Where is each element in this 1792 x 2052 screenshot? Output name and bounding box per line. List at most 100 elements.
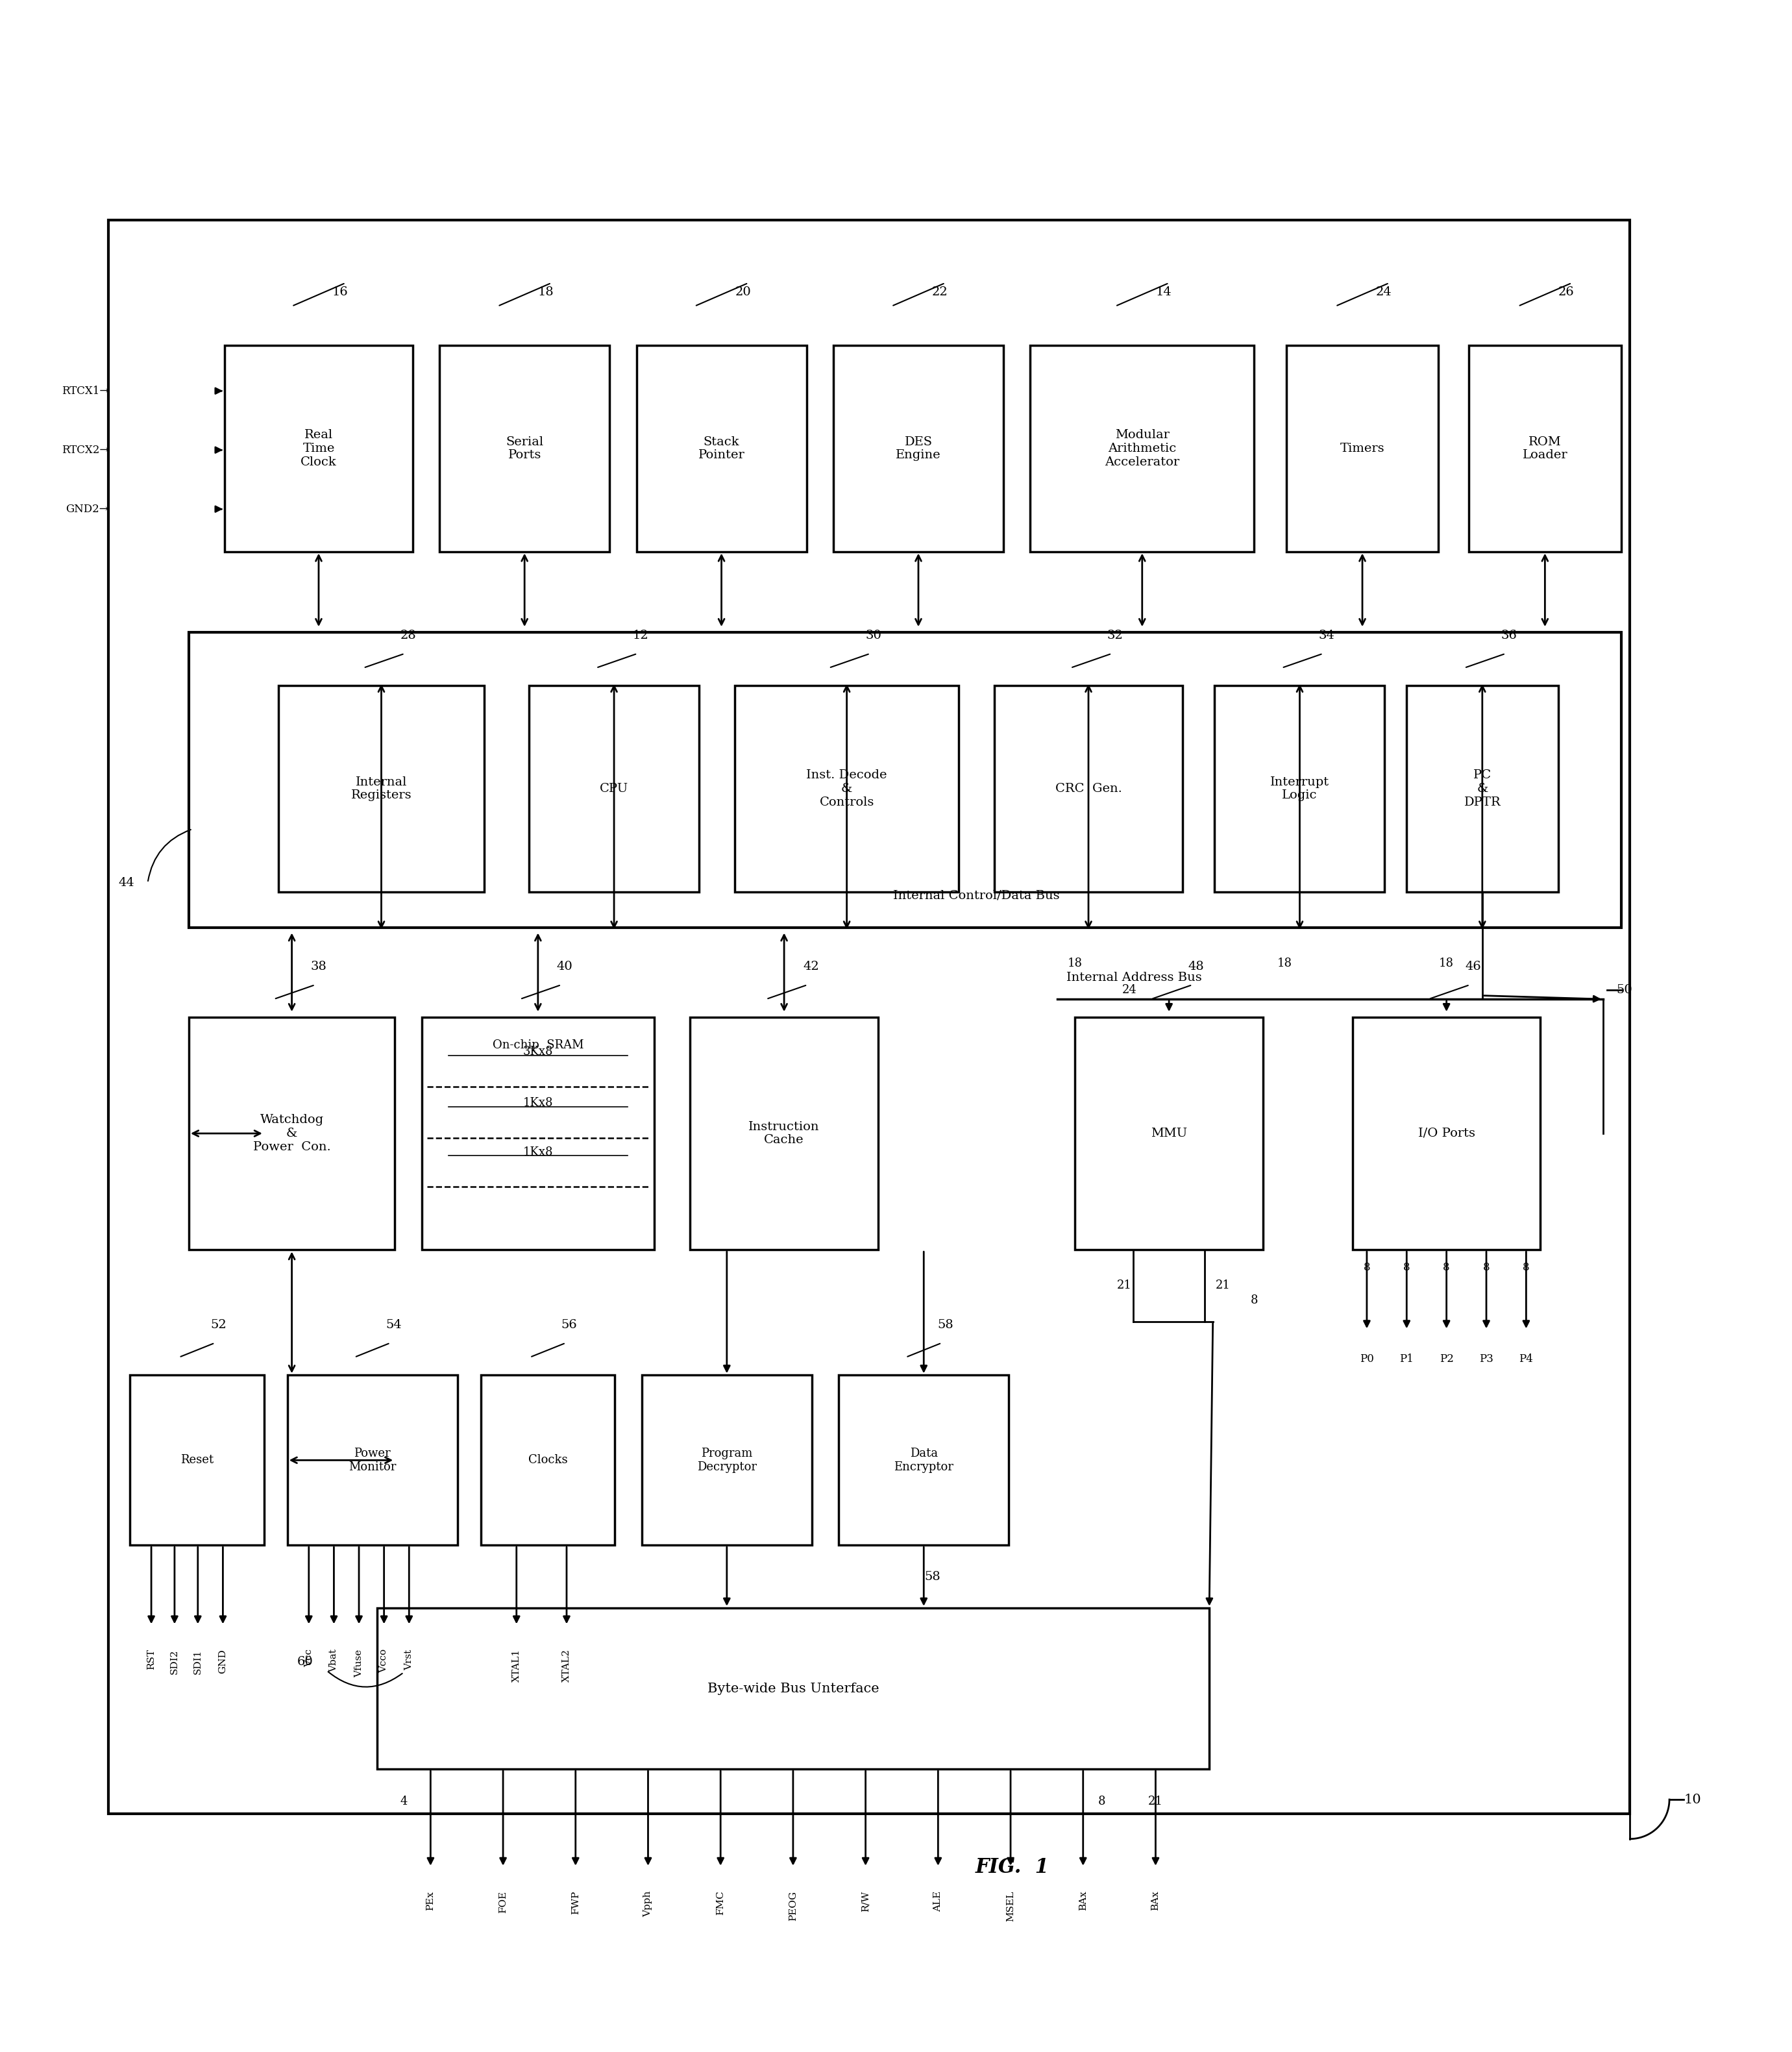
Text: Instruction
Cache: Instruction Cache bbox=[749, 1120, 819, 1145]
Text: 26: 26 bbox=[1559, 285, 1575, 298]
Text: 8: 8 bbox=[1098, 1796, 1106, 1808]
Text: CRC  Gen.: CRC Gen. bbox=[1055, 784, 1122, 794]
Text: 36: 36 bbox=[1502, 630, 1518, 642]
Text: Internal Control/Data Bus: Internal Control/Data Bus bbox=[892, 889, 1059, 901]
Text: PC
&
DPTR: PC & DPTR bbox=[1464, 770, 1500, 808]
Bar bbox=[735, 685, 959, 893]
Text: 18: 18 bbox=[538, 285, 554, 298]
Text: RST: RST bbox=[147, 1650, 156, 1670]
Bar bbox=[480, 1375, 615, 1545]
Text: 46: 46 bbox=[1466, 960, 1482, 973]
Text: Internal
Registers: Internal Registers bbox=[351, 776, 412, 802]
Text: MSEL: MSEL bbox=[1005, 1890, 1014, 1921]
Text: MMU: MMU bbox=[1150, 1129, 1188, 1139]
Text: Vpph: Vpph bbox=[643, 1890, 652, 1917]
Text: 40: 40 bbox=[557, 960, 573, 973]
Text: 21: 21 bbox=[1149, 1796, 1163, 1808]
Text: RTCX2→: RTCX2→ bbox=[61, 445, 108, 456]
Bar bbox=[1353, 1018, 1541, 1250]
Text: Data
Encryptor: Data Encryptor bbox=[894, 1447, 953, 1473]
Text: 14: 14 bbox=[1156, 285, 1172, 298]
Text: 21: 21 bbox=[1215, 1280, 1229, 1291]
Text: Stack
Pointer: Stack Pointer bbox=[699, 435, 745, 462]
Text: CPU: CPU bbox=[600, 784, 629, 794]
Text: BAx: BAx bbox=[1150, 1890, 1159, 1910]
Text: 8: 8 bbox=[1482, 1262, 1489, 1272]
Text: 24: 24 bbox=[1122, 985, 1136, 995]
Text: 42: 42 bbox=[803, 960, 819, 973]
Text: 30: 30 bbox=[866, 630, 882, 642]
Bar bbox=[421, 1018, 654, 1250]
Text: Timers: Timers bbox=[1340, 443, 1385, 453]
Text: GND: GND bbox=[219, 1650, 228, 1674]
Text: 58: 58 bbox=[925, 1570, 941, 1582]
Text: ROM
Loader: ROM Loader bbox=[1523, 435, 1568, 462]
Text: 8: 8 bbox=[1364, 1262, 1371, 1272]
Text: 18: 18 bbox=[1278, 958, 1292, 969]
Text: 20: 20 bbox=[735, 285, 751, 298]
Text: 8: 8 bbox=[1523, 1262, 1530, 1272]
Text: PEx: PEx bbox=[426, 1890, 435, 1910]
Text: SDI1: SDI1 bbox=[194, 1650, 202, 1674]
Text: 56: 56 bbox=[561, 1319, 577, 1332]
Text: 16: 16 bbox=[332, 285, 348, 298]
Bar bbox=[1075, 1018, 1263, 1250]
Text: DES
Engine: DES Engine bbox=[896, 435, 941, 462]
Bar bbox=[439, 345, 609, 552]
Text: 38: 38 bbox=[310, 960, 326, 973]
Bar bbox=[188, 632, 1622, 928]
Text: Vfuse: Vfuse bbox=[355, 1650, 364, 1676]
Bar bbox=[376, 1609, 1210, 1769]
Bar bbox=[287, 1375, 457, 1545]
Text: 32: 32 bbox=[1107, 630, 1124, 642]
Text: 3Kx8: 3Kx8 bbox=[523, 1047, 554, 1057]
Bar bbox=[690, 1018, 878, 1250]
Bar bbox=[188, 1018, 394, 1250]
Bar bbox=[1407, 685, 1559, 893]
Text: P1: P1 bbox=[1400, 1354, 1414, 1365]
Bar bbox=[833, 345, 1004, 552]
Text: RTCX1→: RTCX1→ bbox=[61, 386, 108, 396]
Text: Real
Time
Clock: Real Time Clock bbox=[301, 429, 337, 468]
Text: 10: 10 bbox=[1684, 1793, 1701, 1806]
Text: 8: 8 bbox=[1443, 1262, 1450, 1272]
Bar bbox=[529, 685, 699, 893]
Text: 44: 44 bbox=[118, 876, 134, 889]
Text: Program
Decryptor: Program Decryptor bbox=[697, 1447, 756, 1473]
Text: 1Kx8: 1Kx8 bbox=[523, 1098, 554, 1108]
Bar bbox=[1215, 685, 1385, 893]
Text: Interrupt
Logic: Interrupt Logic bbox=[1271, 776, 1330, 802]
Text: 4: 4 bbox=[400, 1796, 407, 1808]
Text: On-chip  SRAM: On-chip SRAM bbox=[493, 1038, 584, 1051]
Text: 58: 58 bbox=[937, 1319, 953, 1332]
Text: FMC: FMC bbox=[717, 1890, 726, 1915]
Text: P3: P3 bbox=[1478, 1354, 1493, 1365]
Text: 18: 18 bbox=[1068, 958, 1082, 969]
Text: Vbat: Vbat bbox=[330, 1650, 339, 1672]
Text: P0: P0 bbox=[1360, 1354, 1374, 1365]
Text: 52: 52 bbox=[210, 1319, 226, 1332]
Text: 18: 18 bbox=[1439, 958, 1453, 969]
Text: R/W: R/W bbox=[860, 1890, 871, 1912]
Text: BAx: BAx bbox=[1079, 1890, 1088, 1910]
Text: Watchdog
&
Power  Con.: Watchdog & Power Con. bbox=[253, 1114, 332, 1153]
Text: Clocks: Clocks bbox=[529, 1455, 568, 1465]
Text: 54: 54 bbox=[385, 1319, 401, 1332]
Text: FIG.  1: FIG. 1 bbox=[975, 1857, 1050, 1878]
Text: 22: 22 bbox=[932, 285, 948, 298]
Text: 8: 8 bbox=[1403, 1262, 1410, 1272]
Text: Inst. Decode
&
Controls: Inst. Decode & Controls bbox=[806, 770, 887, 808]
Bar bbox=[636, 345, 806, 552]
Text: 8: 8 bbox=[1251, 1295, 1258, 1305]
Text: 34: 34 bbox=[1319, 630, 1335, 642]
Text: XTAL2: XTAL2 bbox=[563, 1650, 572, 1683]
Text: Serial
Ports: Serial Ports bbox=[505, 435, 543, 462]
Text: FOE: FOE bbox=[498, 1890, 507, 1912]
Text: Modular
Arithmetic
Accelerator: Modular Arithmetic Accelerator bbox=[1106, 429, 1179, 468]
Text: Reset: Reset bbox=[181, 1455, 213, 1465]
Text: 24: 24 bbox=[1376, 285, 1392, 298]
Bar bbox=[108, 220, 1631, 1814]
Text: FWP: FWP bbox=[572, 1890, 581, 1915]
Bar bbox=[278, 685, 484, 893]
Bar bbox=[224, 345, 412, 552]
